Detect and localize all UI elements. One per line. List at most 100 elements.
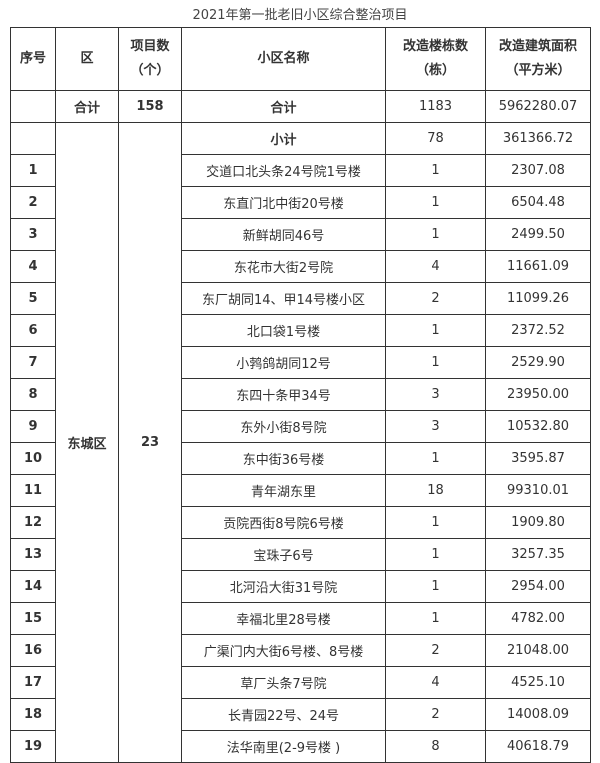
row-name: 贡院西街8号院6号楼 — [181, 506, 386, 539]
header-count-l2: （个） — [130, 63, 170, 78]
row-buildings: 1 — [385, 314, 486, 347]
row-buildings: 1 — [385, 538, 486, 571]
row-seq: 18 — [10, 698, 56, 731]
row-name: 青年湖东里 — [181, 474, 386, 507]
row-area: 14008.09 — [485, 698, 591, 731]
row-area: 2529.90 — [485, 346, 591, 379]
header-row: 序号 区 项目数 （个） 小区名称 改造楼栋数 （栋） 改造建筑面积 （平方米） — [10, 27, 591, 91]
header-buildings: 改造楼栋数 （栋） — [385, 27, 486, 91]
row-name: 东中街36号楼 — [181, 442, 386, 475]
row-buildings: 1 — [385, 442, 486, 475]
total-area: 5962280.07 — [485, 90, 591, 123]
row-seq: 1 — [10, 154, 56, 187]
row-buildings: 3 — [385, 410, 486, 443]
table-row: 18 长青园22号、24号 2 14008.09 — [10, 698, 591, 731]
table-row: 16 广渠门内大街6号楼、8号楼 2 21048.00 — [10, 634, 591, 667]
row-buildings: 4 — [385, 250, 486, 283]
row-seq: 2 — [10, 186, 56, 219]
total-count: 158 — [118, 90, 182, 123]
header-count-l1: 项目数 — [130, 39, 170, 54]
row-seq: 14 — [10, 570, 56, 603]
row-area: 11661.09 — [485, 250, 591, 283]
row-area: 2954.00 — [485, 570, 591, 603]
row-buildings: 8 — [385, 730, 486, 763]
row-buildings: 1 — [385, 186, 486, 219]
header-area-l2: （平方米） — [505, 63, 571, 78]
group-district: 东城区 — [55, 122, 119, 763]
row-buildings: 1 — [385, 218, 486, 251]
row-seq: 9 — [10, 410, 56, 443]
row-area: 40618.79 — [485, 730, 591, 763]
projects-table: 序号 区 项目数 （个） 小区名称 改造楼栋数 （栋） 改造建筑面积 （平方米） 合计… — [10, 27, 591, 763]
subtotal-seq — [10, 122, 56, 155]
row-seq: 10 — [10, 442, 56, 475]
table-title: 2021年第一批老旧小区综合整治项目 — [192, 8, 408, 23]
total-seq — [10, 90, 56, 123]
row-name: 东四十条甲34号 — [181, 378, 386, 411]
row-buildings: 18 — [385, 474, 486, 507]
total-name: 合计 — [181, 90, 386, 123]
row-seq: 6 — [10, 314, 56, 347]
row-seq: 16 — [10, 634, 56, 667]
row-area: 2499.50 — [485, 218, 591, 251]
header-seq: 序号 — [10, 27, 56, 91]
table-row: 7 小鹁鸽胡同12号 1 2529.90 — [10, 346, 591, 379]
row-name: 东花市大街2号院 — [181, 250, 386, 283]
table-row: 14 北河沿大街31号院 1 2954.00 — [10, 570, 591, 603]
row-buildings: 3 — [385, 378, 486, 411]
table-row: 4 东花市大街2号院 4 11661.09 — [10, 250, 591, 283]
subtotal-area: 361366.72 — [485, 122, 591, 155]
row-name: 交道口北头条24号院1号楼 — [181, 154, 386, 187]
row-seq: 4 — [10, 250, 56, 283]
row-name: 草厂头条7号院 — [181, 666, 386, 699]
row-seq: 11 — [10, 474, 56, 507]
row-name: 广渠门内大街6号楼、8号楼 — [181, 634, 386, 667]
subtotal-buildings: 78 — [385, 122, 486, 155]
header-count: 项目数 （个） — [118, 27, 182, 91]
row-area: 1909.80 — [485, 506, 591, 539]
row-area: 10532.80 — [485, 410, 591, 443]
row-seq: 12 — [10, 506, 56, 539]
header-buildings-l1: 改造楼栋数 — [402, 39, 468, 54]
table-row: 6 北口袋1号楼 1 2372.52 — [10, 314, 591, 347]
row-buildings: 1 — [385, 602, 486, 635]
row-name: 东外小街8号院 — [181, 410, 386, 443]
row-name: 北口袋1号楼 — [181, 314, 386, 347]
row-name: 东厂胡同14、甲14号楼小区 — [181, 282, 386, 315]
header-name: 小区名称 — [181, 27, 386, 91]
header-area-l1: 改造建筑面积 — [498, 39, 577, 54]
table-row: 19 法华南里(2-9号楼 ) 8 40618.79 — [10, 730, 591, 763]
table-row: 5 东厂胡同14、甲14号楼小区 2 11099.26 — [10, 282, 591, 315]
row-buildings: 1 — [385, 570, 486, 603]
table-row: 15 幸福北里28号楼 1 4782.00 — [10, 602, 591, 635]
table-row: 13 宝珠子6号 1 3257.35 — [10, 538, 591, 571]
total-district: 合计 — [55, 90, 119, 123]
row-buildings: 1 — [385, 346, 486, 379]
subtotal-row: 东城区 23 小计 78 361366.72 — [10, 122, 591, 763]
row-name: 宝珠子6号 — [181, 538, 386, 571]
row-buildings: 2 — [385, 634, 486, 667]
row-area: 11099.26 — [485, 282, 591, 315]
row-area: 4525.10 — [485, 666, 591, 699]
table-row: 12 贡院西街8号院6号楼 1 1909.80 — [10, 506, 591, 539]
row-seq: 17 — [10, 666, 56, 699]
row-name: 北河沿大街31号院 — [181, 570, 386, 603]
row-area: 2307.08 — [485, 154, 591, 187]
row-buildings: 1 — [385, 506, 486, 539]
row-area: 99310.01 — [485, 474, 591, 507]
header-district: 区 — [55, 27, 119, 91]
header-area: 改造建筑面积 （平方米） — [485, 27, 591, 91]
row-name: 东直门北中街20号楼 — [181, 186, 386, 219]
row-area: 21048.00 — [485, 634, 591, 667]
table-row: 11 青年湖东里 18 99310.01 — [10, 474, 591, 507]
row-area: 4782.00 — [485, 602, 591, 635]
row-buildings: 2 — [385, 698, 486, 731]
row-area: 23950.00 — [485, 378, 591, 411]
row-area: 2372.52 — [485, 314, 591, 347]
table-row: 9 东外小街8号院 3 10532.80 — [10, 410, 591, 443]
row-name: 幸福北里28号楼 — [181, 602, 386, 635]
row-area: 3257.35 — [485, 538, 591, 571]
table-row: 1 交道口北头条24号院1号楼 1 2307.08 — [10, 154, 591, 187]
row-seq: 13 — [10, 538, 56, 571]
total-buildings: 1183 — [385, 90, 486, 123]
